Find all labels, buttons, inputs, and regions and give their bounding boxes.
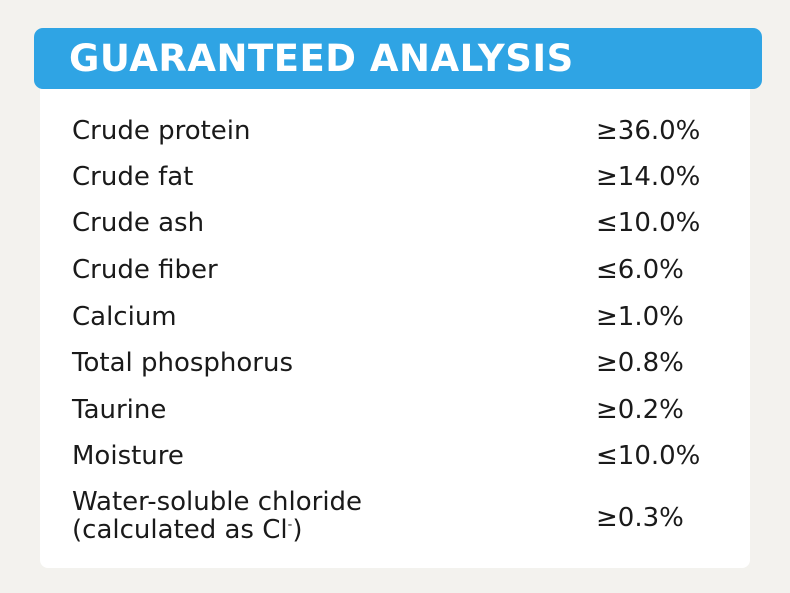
- nutrient-value: ≥0.2%: [596, 395, 684, 425]
- nutrient-label-line2-text: (calculated as Cl: [72, 515, 288, 545]
- nutrient-value: ≥0.3%: [596, 503, 684, 533]
- analysis-card: [40, 58, 750, 568]
- nutrient-label: Taurine: [72, 395, 167, 425]
- nutrient-label: Crude protein: [72, 116, 251, 146]
- nutrient-label-line2: (calculated as Cl-): [72, 516, 362, 544]
- nutrient-value: ≥1.0%: [596, 302, 684, 332]
- page-title: GUARANTEED ANALYSIS: [69, 37, 574, 80]
- nutrient-label: Water-soluble chloride (calculated as Cl…: [72, 488, 362, 544]
- nutrient-label: Total phosphorus: [72, 348, 294, 378]
- nutrient-value: ≤10.0%: [596, 208, 701, 238]
- nutrient-value: ≤10.0%: [596, 441, 701, 471]
- nutrient-label: Moisture: [72, 441, 184, 471]
- nutrient-value: ≥14.0%: [596, 162, 701, 192]
- nutrient-label: Crude ash: [72, 208, 205, 238]
- nutrient-label: Calcium: [72, 302, 177, 332]
- nutrient-value: ≥36.0%: [596, 116, 701, 146]
- nutrient-value: ≤6.0%: [596, 255, 684, 285]
- nutrient-label: Crude fiber: [72, 255, 218, 285]
- nutrient-label-line1: Water-soluble chloride: [72, 487, 363, 517]
- nutrient-value: ≥0.8%: [596, 348, 684, 378]
- header-banner: GUARANTEED ANALYSIS: [34, 28, 762, 89]
- nutrient-label-line2-close: ): [292, 515, 303, 545]
- chloride-charge: -: [287, 517, 293, 533]
- nutrient-label: Crude fat: [72, 162, 194, 192]
